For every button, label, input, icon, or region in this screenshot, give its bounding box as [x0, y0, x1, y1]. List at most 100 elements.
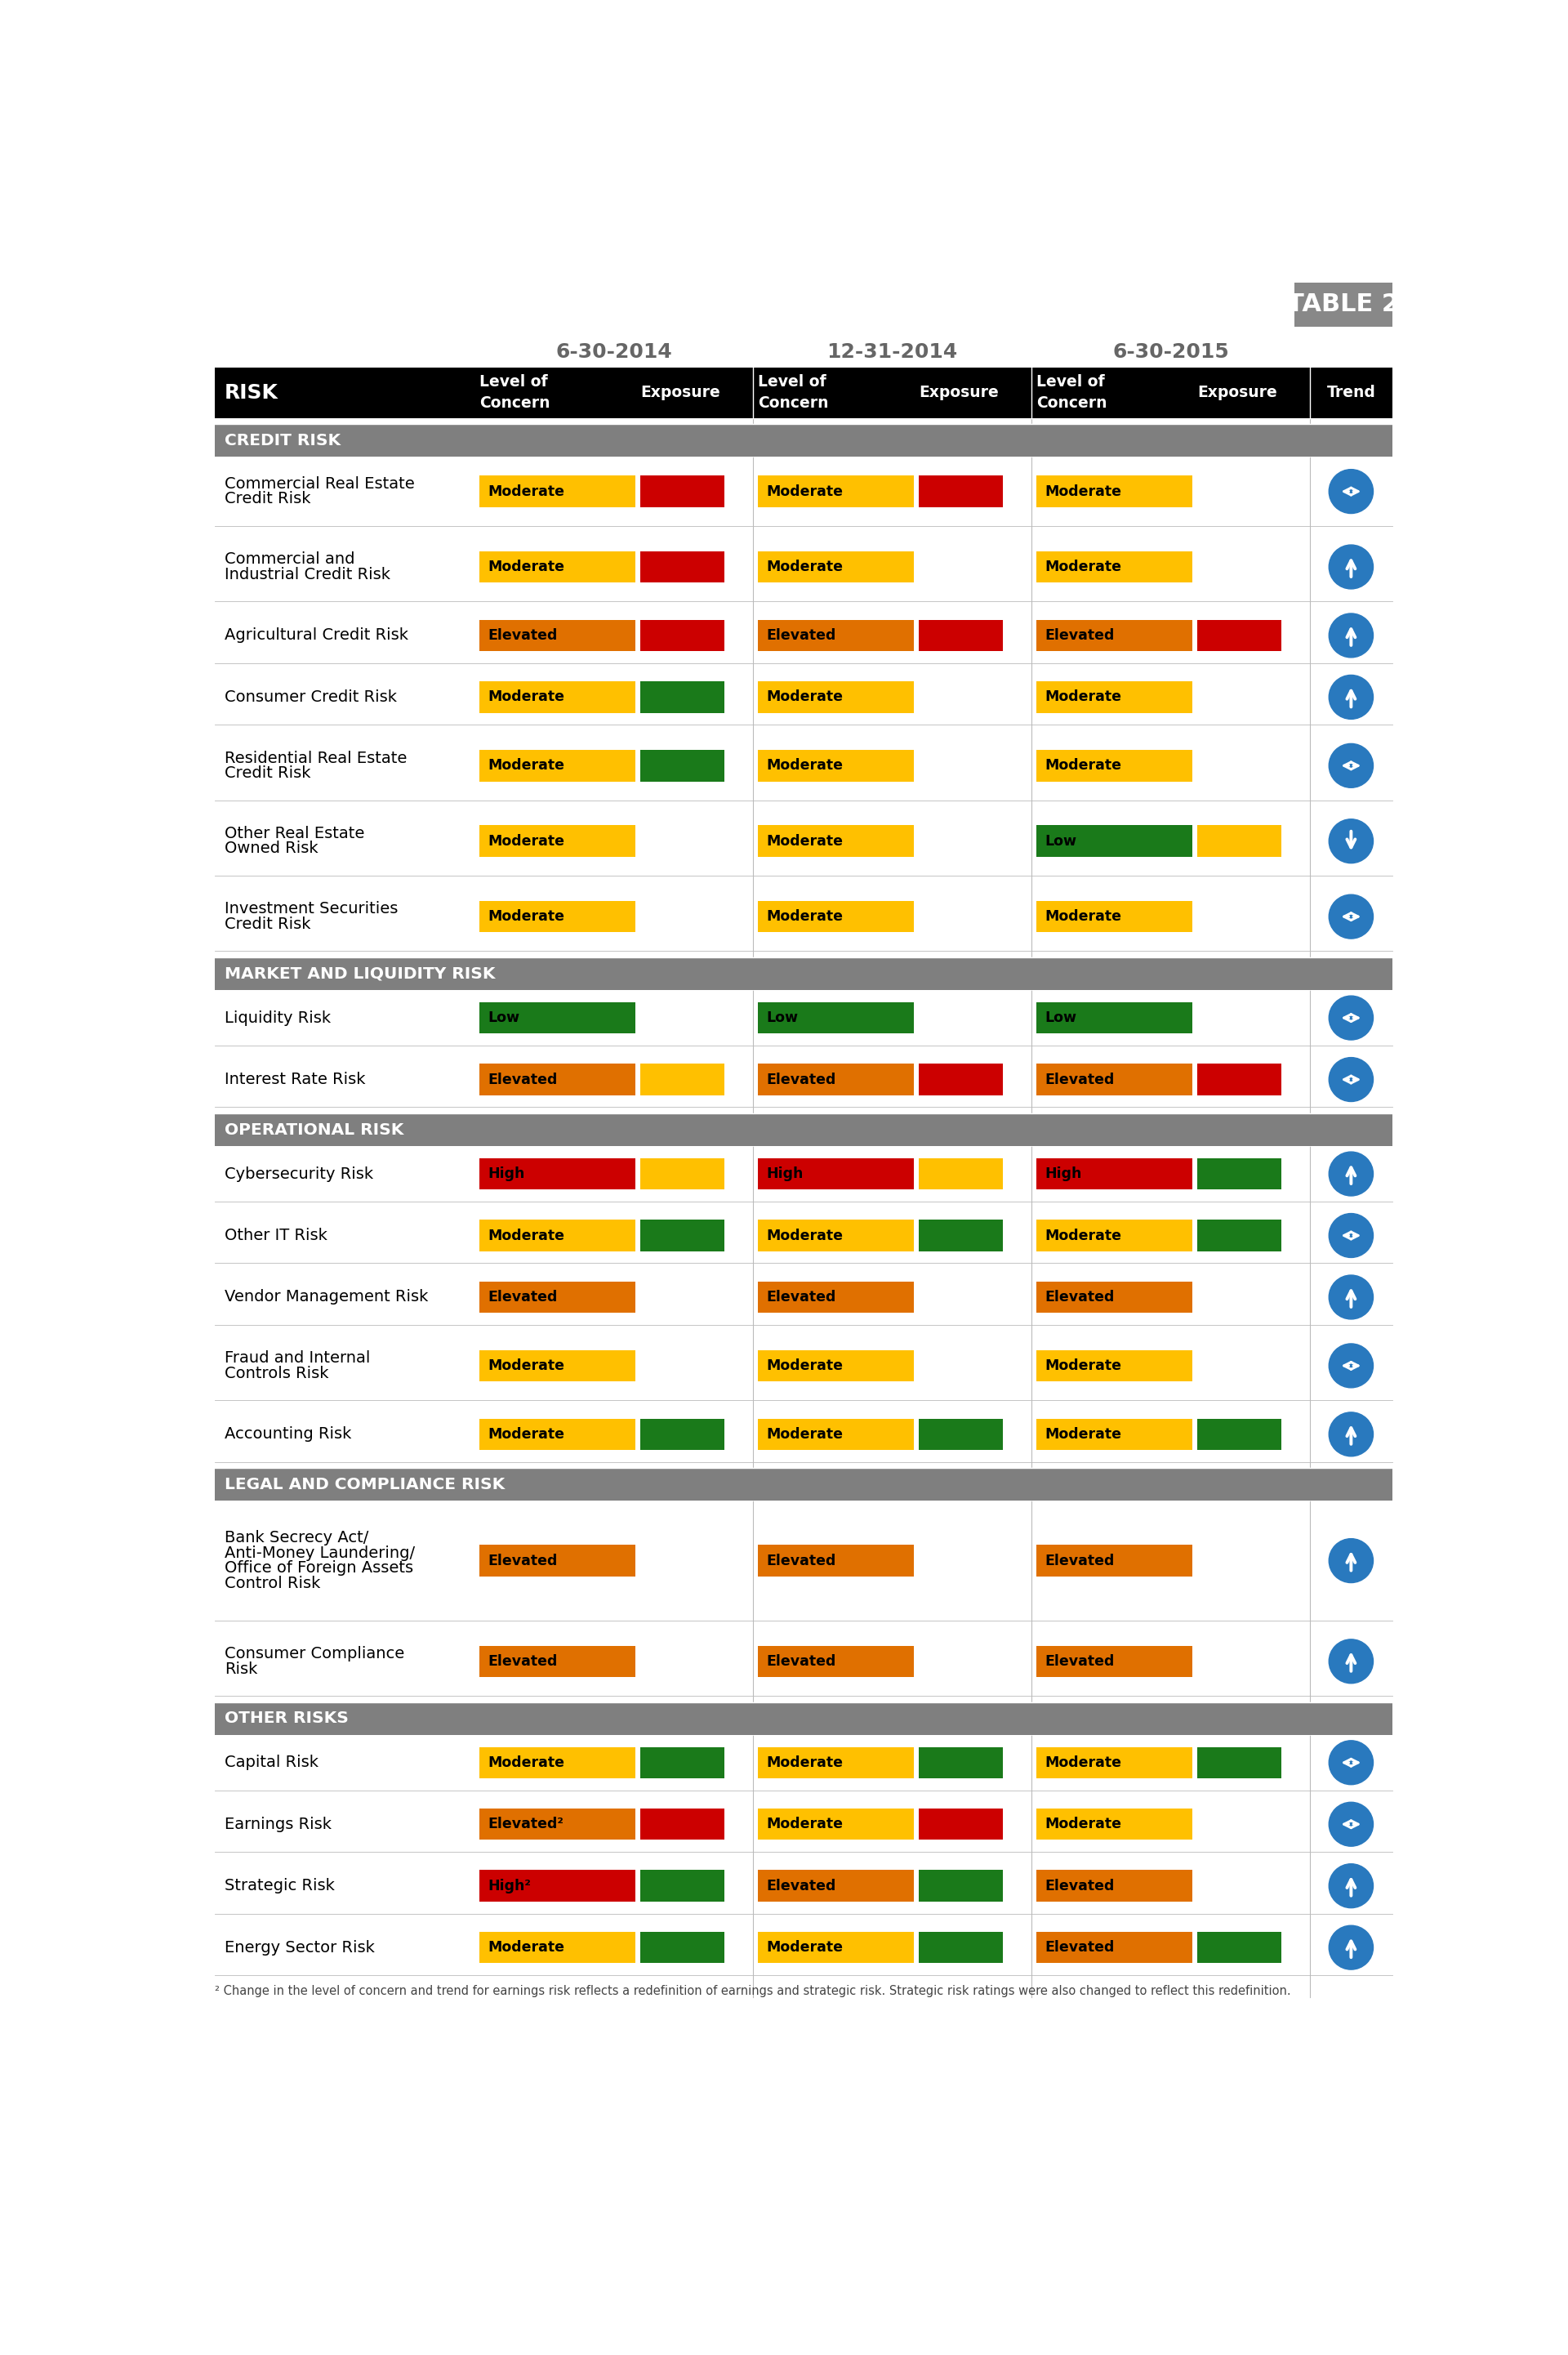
Text: Investment Securities: Investment Securities: [224, 902, 398, 916]
Circle shape: [1330, 996, 1374, 1041]
FancyBboxPatch shape: [1036, 1747, 1193, 1778]
Circle shape: [1330, 1152, 1374, 1196]
FancyBboxPatch shape: [480, 1931, 635, 1964]
FancyBboxPatch shape: [757, 902, 914, 933]
Text: Elevated: Elevated: [767, 629, 836, 643]
Text: Elevated: Elevated: [1044, 629, 1115, 643]
Circle shape: [1330, 744, 1374, 787]
FancyBboxPatch shape: [1198, 1159, 1281, 1189]
FancyBboxPatch shape: [919, 1220, 1002, 1251]
FancyBboxPatch shape: [480, 1003, 635, 1034]
Text: Moderate: Moderate: [488, 758, 564, 772]
FancyBboxPatch shape: [480, 1418, 635, 1451]
FancyBboxPatch shape: [480, 1349, 635, 1382]
Text: Moderate: Moderate: [1044, 1754, 1121, 1771]
FancyBboxPatch shape: [215, 1703, 1392, 1736]
Text: MARKET AND LIQUIDITY RISK: MARKET AND LIQUIDITY RISK: [224, 966, 495, 982]
Circle shape: [1330, 1926, 1374, 1969]
Circle shape: [1330, 612, 1374, 657]
FancyBboxPatch shape: [641, 1931, 724, 1964]
Text: Moderate: Moderate: [767, 485, 844, 499]
FancyBboxPatch shape: [919, 1931, 1002, 1964]
FancyBboxPatch shape: [641, 1747, 724, 1778]
FancyBboxPatch shape: [480, 619, 635, 652]
Text: Elevated: Elevated: [767, 1291, 836, 1305]
FancyBboxPatch shape: [641, 1418, 724, 1451]
FancyBboxPatch shape: [480, 1747, 635, 1778]
FancyBboxPatch shape: [1198, 1064, 1281, 1095]
FancyBboxPatch shape: [757, 1545, 914, 1575]
Text: Low: Low: [1044, 1010, 1077, 1024]
Text: High: High: [488, 1166, 525, 1182]
Text: Moderate: Moderate: [488, 1754, 564, 1771]
FancyBboxPatch shape: [757, 1220, 914, 1251]
Circle shape: [1330, 676, 1374, 718]
FancyBboxPatch shape: [919, 1747, 1002, 1778]
FancyBboxPatch shape: [480, 749, 635, 782]
FancyBboxPatch shape: [641, 619, 724, 652]
FancyBboxPatch shape: [757, 1281, 914, 1312]
Text: Moderate: Moderate: [1044, 1359, 1121, 1373]
Circle shape: [1330, 1802, 1374, 1846]
FancyBboxPatch shape: [1036, 1545, 1193, 1575]
Text: Agricultural Credit Risk: Agricultural Credit Risk: [224, 629, 408, 643]
Text: 6-30-2014: 6-30-2014: [555, 341, 673, 363]
Text: Moderate: Moderate: [1044, 1816, 1121, 1832]
Text: Low: Low: [767, 1010, 798, 1024]
Text: Liquidity Risk: Liquidity Risk: [224, 1010, 331, 1027]
Text: Risk: Risk: [224, 1660, 257, 1677]
FancyBboxPatch shape: [480, 476, 635, 506]
Text: Capital Risk: Capital Risk: [224, 1754, 318, 1771]
FancyBboxPatch shape: [480, 824, 635, 857]
FancyBboxPatch shape: [641, 1159, 724, 1189]
Text: Moderate: Moderate: [1044, 485, 1121, 499]
Text: Moderate: Moderate: [488, 1359, 564, 1373]
FancyBboxPatch shape: [480, 1159, 635, 1189]
Text: Moderate: Moderate: [1044, 1427, 1121, 1441]
Text: Office of Foreign Assets: Office of Foreign Assets: [224, 1561, 414, 1575]
FancyBboxPatch shape: [1036, 1064, 1193, 1095]
FancyBboxPatch shape: [1036, 824, 1193, 857]
Circle shape: [1330, 1740, 1374, 1785]
Text: Elevated: Elevated: [1044, 1291, 1115, 1305]
FancyBboxPatch shape: [480, 1809, 635, 1839]
FancyBboxPatch shape: [1036, 1003, 1193, 1034]
FancyBboxPatch shape: [480, 1646, 635, 1677]
FancyBboxPatch shape: [215, 367, 1392, 417]
FancyBboxPatch shape: [641, 551, 724, 582]
Text: Moderate: Moderate: [488, 1229, 564, 1243]
Text: Moderate: Moderate: [767, 758, 844, 772]
FancyBboxPatch shape: [757, 1418, 914, 1451]
FancyBboxPatch shape: [480, 1545, 635, 1575]
Circle shape: [1330, 1538, 1374, 1583]
FancyBboxPatch shape: [1036, 902, 1193, 933]
FancyBboxPatch shape: [757, 1003, 914, 1034]
Text: Elevated: Elevated: [767, 1554, 836, 1568]
FancyBboxPatch shape: [1294, 283, 1392, 327]
Text: Moderate: Moderate: [1044, 1229, 1121, 1243]
Text: Strategic Risk: Strategic Risk: [224, 1877, 334, 1893]
Text: Moderate: Moderate: [767, 1941, 844, 1955]
FancyBboxPatch shape: [1198, 824, 1281, 857]
FancyBboxPatch shape: [641, 1064, 724, 1095]
Circle shape: [1330, 1213, 1374, 1258]
Circle shape: [1330, 1057, 1374, 1102]
Text: Moderate: Moderate: [767, 1754, 844, 1771]
Text: Moderate: Moderate: [488, 1941, 564, 1955]
FancyBboxPatch shape: [1036, 551, 1193, 582]
Circle shape: [1330, 1639, 1374, 1684]
FancyBboxPatch shape: [757, 749, 914, 782]
Text: Level of: Level of: [480, 374, 547, 389]
Text: Vendor Management Risk: Vendor Management Risk: [224, 1291, 428, 1305]
FancyBboxPatch shape: [919, 1159, 1002, 1189]
Text: Exposure: Exposure: [641, 384, 720, 400]
FancyBboxPatch shape: [757, 476, 914, 506]
Text: Credit Risk: Credit Risk: [224, 916, 310, 933]
FancyBboxPatch shape: [1198, 1931, 1281, 1964]
Text: Moderate: Moderate: [488, 690, 564, 704]
FancyBboxPatch shape: [641, 1809, 724, 1839]
Text: LEGAL AND COMPLIANCE RISK: LEGAL AND COMPLIANCE RISK: [224, 1477, 505, 1493]
Text: Concern: Concern: [480, 396, 550, 410]
Text: Anti-Money Laundering/: Anti-Money Laundering/: [224, 1545, 416, 1561]
FancyBboxPatch shape: [1036, 681, 1193, 714]
